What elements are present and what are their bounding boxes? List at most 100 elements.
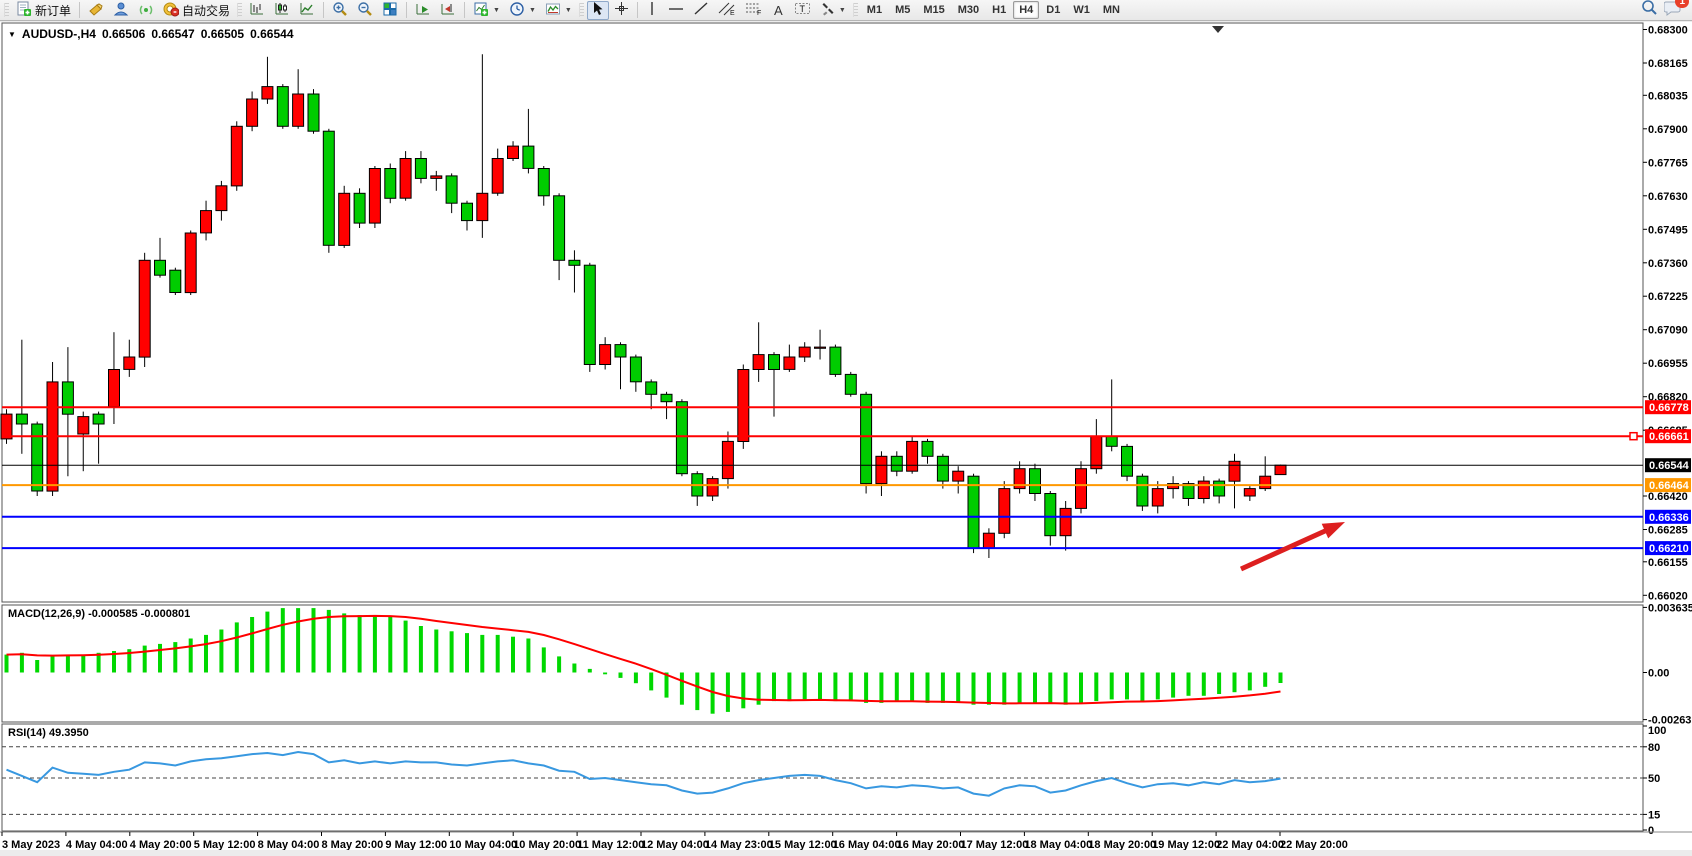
candle[interactable]	[1243, 488, 1256, 497]
timeframe-mn-button[interactable]: MN	[1102, 4, 1120, 16]
candle[interactable]	[537, 168, 550, 197]
candle[interactable]	[1105, 435, 1118, 447]
signals-button[interactable]	[134, 1, 158, 20]
candle[interactable]	[783, 356, 796, 370]
candle[interactable]	[1151, 488, 1164, 507]
candle[interactable]	[921, 440, 934, 457]
candle[interactable]	[1013, 468, 1026, 490]
candle[interactable]	[338, 192, 351, 246]
candle[interactable]	[430, 175, 443, 179]
candle[interactable]	[1259, 475, 1272, 490]
candle[interactable]	[1029, 468, 1041, 495]
candle[interactable]	[200, 210, 212, 234]
candle[interactable]	[721, 440, 734, 480]
candle[interactable]	[952, 470, 965, 482]
timeframe-m5-button[interactable]: M5	[895, 4, 911, 16]
candle[interactable]	[890, 455, 903, 472]
candle[interactable]	[169, 269, 182, 293]
candle[interactable]	[15, 413, 28, 425]
chart-canvas[interactable]: 0.68300 0.68165 0.68035 0.67900 0.67765 0.676…	[0, 22, 1692, 850]
candle[interactable]	[261, 86, 274, 100]
candle[interactable]	[1075, 468, 1087, 509]
search-icon[interactable]	[1641, 0, 1658, 21]
text-tool-button[interactable]: A	[768, 1, 789, 20]
zoom-out-button[interactable]	[353, 1, 377, 20]
candle[interactable]	[276, 86, 289, 127]
arrows-tool-button[interactable]: ▼	[816, 1, 850, 20]
candle[interactable]	[998, 488, 1011, 534]
candle[interactable]	[61, 381, 74, 415]
toolbar-grip[interactable]	[237, 3, 243, 17]
candle[interactable]	[1121, 445, 1133, 477]
arrow-annotation-head[interactable]	[1321, 522, 1345, 539]
candle[interactable]	[123, 356, 136, 370]
candle[interactable]	[507, 145, 519, 159]
timeframe-w1-button[interactable]: W1	[1073, 4, 1090, 16]
community-button[interactable]	[109, 1, 133, 20]
candle[interactable]	[292, 93, 305, 127]
timeframe-m15-button[interactable]: M15	[923, 4, 945, 16]
candle[interactable]	[906, 440, 919, 472]
candle[interactable]	[1213, 480, 1226, 497]
candle[interactable]	[491, 158, 504, 194]
chart-shift-marker[interactable]	[1212, 26, 1224, 33]
candle[interactable]	[614, 344, 627, 358]
timeframe-h4-button[interactable]: H4	[1013, 1, 1040, 19]
candle[interactable]	[1044, 493, 1057, 537]
candle[interactable]	[568, 259, 581, 266]
chart-shift-button[interactable]	[436, 1, 460, 20]
candle[interactable]	[860, 393, 873, 485]
candle[interactable]	[92, 413, 105, 425]
hline-handle[interactable]	[1629, 431, 1638, 441]
bar-chart-mode-button[interactable]	[245, 1, 269, 20]
trendline-tool-button[interactable]	[689, 1, 713, 20]
candle[interactable]	[706, 478, 719, 497]
auto-scroll-button[interactable]	[411, 1, 435, 20]
candle[interactable]	[246, 98, 259, 127]
candle[interactable]	[322, 130, 335, 246]
candle[interactable]	[77, 416, 90, 435]
candle[interactable]	[414, 158, 427, 179]
candle[interactable]	[1274, 464, 1287, 476]
candle[interactable]	[583, 264, 596, 365]
candle[interactable]	[353, 192, 366, 224]
candle[interactable]	[1090, 435, 1103, 470]
candle[interactable]	[445, 175, 458, 204]
candle[interactable]	[384, 168, 397, 199]
candle[interactable]	[399, 158, 412, 199]
candle[interactable]	[814, 346, 826, 349]
candle[interactable]	[476, 192, 489, 222]
candle[interactable]	[1228, 460, 1241, 482]
candle[interactable]	[184, 232, 197, 294]
line-chart-mode-button[interactable]	[295, 1, 319, 20]
candle[interactable]	[936, 455, 949, 482]
candle[interactable]	[215, 185, 228, 212]
candle[interactable]	[798, 346, 811, 358]
candle[interactable]	[967, 475, 980, 549]
toolbar-grip[interactable]	[4, 3, 9, 17]
zoom-in-button[interactable]	[328, 1, 352, 20]
candle[interactable]	[1136, 475, 1149, 507]
cursor-tool-button[interactable]	[586, 0, 609, 20]
candle[interactable]	[0, 413, 13, 440]
candle[interactable]	[1197, 480, 1210, 500]
candle[interactable]	[1059, 507, 1072, 537]
equidistant-channel-tool-button[interactable]: E	[714, 1, 740, 20]
indicators-button[interactable]: ▼	[541, 1, 576, 20]
horizontal-line-tool-button[interactable]	[664, 1, 688, 20]
candle[interactable]	[629, 356, 642, 383]
candle[interactable]	[768, 354, 780, 371]
candle[interactable]	[31, 423, 44, 492]
timeframe-d1-button[interactable]: D1	[1046, 4, 1061, 16]
auto-trading-button[interactable]: 自动交易	[159, 1, 234, 20]
crosshair-tool-button[interactable]	[610, 1, 633, 20]
candle[interactable]	[737, 369, 750, 442]
candle[interactable]	[307, 93, 320, 132]
timeframe-m30-button[interactable]: M30	[957, 4, 980, 16]
timeframe-m1-button[interactable]: M1	[866, 4, 883, 16]
mql5-market-button[interactable]	[84, 1, 108, 20]
candle-chart-mode-button[interactable]	[270, 1, 294, 20]
candle[interactable]	[982, 532, 995, 549]
arrow-annotation[interactable]	[1239, 527, 1330, 572]
candle[interactable]	[752, 354, 765, 371]
